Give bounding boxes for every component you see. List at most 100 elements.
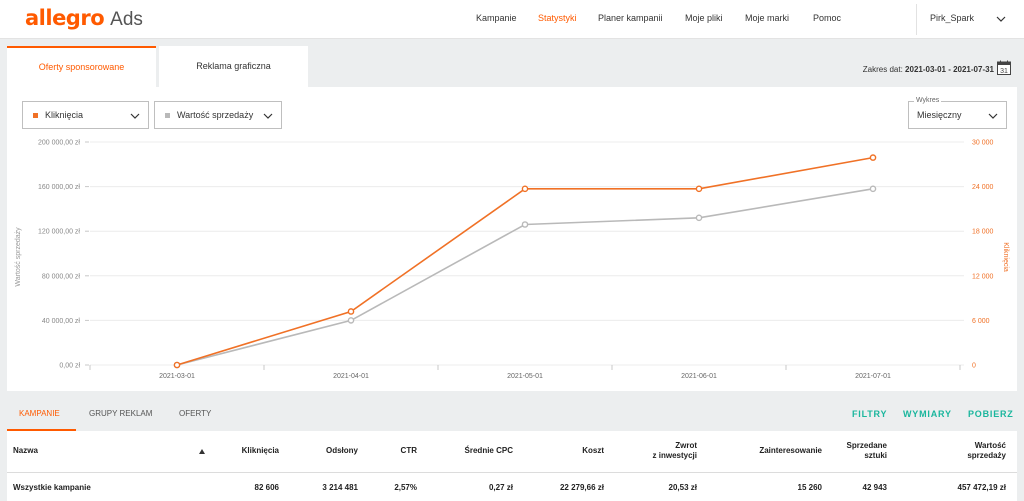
data-point-wartosc-sprzedazy xyxy=(869,185,877,193)
cell-odslony: 3 214 481 xyxy=(322,483,358,492)
col-header-koszt[interactable]: Koszt xyxy=(582,446,604,455)
y-right-tick-label: 12 000 xyxy=(972,273,994,280)
cell-klikniecia: 82 606 xyxy=(254,483,279,492)
y-right-tick-label: 30 000 xyxy=(972,140,994,147)
data-point-klikniecia xyxy=(347,308,355,315)
col-header-zwrot-line1: Zwrot xyxy=(675,441,697,450)
main-nav: Kampanie Statystyki Planer kampanii Moje… xyxy=(0,13,1024,27)
nav-divider xyxy=(916,4,917,35)
orange-series-swatch xyxy=(33,113,38,118)
filters-button[interactable]: FILTRY xyxy=(852,409,888,419)
y-left-tick-label: 200 000,00 zł xyxy=(38,140,80,147)
logo-brand: allegro xyxy=(25,6,105,30)
table-header-divider xyxy=(7,472,1017,473)
y-right-tick-label: 6 000 xyxy=(972,318,990,325)
nav-item-moje-marki[interactable]: Moje marki xyxy=(745,13,790,23)
col-header-nazwa[interactable]: Nazwa xyxy=(13,446,38,455)
cell-sprzedane-sztuki: 42 943 xyxy=(862,483,887,492)
logo-product: Ads xyxy=(110,9,143,30)
tab-reklama-graficzna[interactable]: Reklama graficzna xyxy=(159,46,308,87)
x-tick-label: 2021-04-01 xyxy=(333,373,369,380)
top-navigation-bar: allegro Ads Kampanie Statystyki Planer k… xyxy=(0,0,1024,39)
tab-grupy-reklam[interactable]: GRUPY REKLAM xyxy=(89,409,153,418)
col-header-wartosc-line2: sprzedaży xyxy=(967,451,1006,460)
user-menu[interactable]: Pirk_Spark xyxy=(930,13,975,23)
cell-ctr: 2,57% xyxy=(394,483,417,492)
y-right-tick-label: 18 000 xyxy=(972,229,994,236)
y-left-tick-label: 40 000,00 zł xyxy=(42,318,81,325)
y-right-tick-label: 0 xyxy=(972,363,976,370)
col-header-zwrot-line2: z inwestycji xyxy=(652,451,697,460)
col-header-srednie-cpc[interactable]: Średnie CPC xyxy=(464,446,513,455)
col-header-zwrot[interactable]: Zwrot z inwestycji xyxy=(622,441,697,461)
cell-wartosc-sprzedazy: 457 472,19 zł xyxy=(957,483,1006,492)
nav-item-moje-pliki[interactable]: Moje pliki xyxy=(685,13,723,23)
cell-srednie-cpc: 0,27 zł xyxy=(488,483,513,492)
x-tick-label: 2021-06-01 xyxy=(681,373,717,380)
y-left-tick-label: 160 000,00 zł xyxy=(38,184,80,191)
sort-asc-icon[interactable] xyxy=(199,449,205,454)
left-metric-select[interactable]: Kliknięcia xyxy=(22,101,149,129)
date-range-label: Zakres dat: xyxy=(862,65,903,74)
chart-panel: Kliknięcia Wartość sprzedaży Miesięczny … xyxy=(7,87,1017,391)
col-header-sprzedane-line1: Sprzedane xyxy=(846,441,887,450)
chart-grouping-select[interactable]: Miesięczny xyxy=(908,101,1007,129)
chevron-down-icon xyxy=(130,113,140,119)
cell-zainteresowanie: 15 260 xyxy=(797,483,822,492)
gray-series-swatch xyxy=(165,113,170,118)
right-metric-select[interactable]: Wartość sprzedaży xyxy=(154,101,282,129)
nav-item-kampanie[interactable]: Kampanie xyxy=(476,13,517,23)
y-axis-left-title: Wartość sprzedaży xyxy=(15,227,22,287)
y-left-tick-label: 0,00 zł xyxy=(59,363,80,370)
series-line-wartosc-sprzedazy xyxy=(176,188,874,366)
active-tab-indicator xyxy=(7,429,76,431)
col-header-zainteresowanie[interactable]: Zainteresowanie xyxy=(759,446,822,455)
chevron-down-icon xyxy=(988,113,998,119)
campaigns-table xyxy=(7,431,1017,501)
x-tick-label: 2021-05-01 xyxy=(507,373,543,380)
y-axis-right-title: Kliknięcia xyxy=(1002,242,1009,272)
data-point-klikniecia xyxy=(173,361,181,369)
col-header-klikniecia[interactable]: Kliknięcia xyxy=(241,446,279,455)
y-right-tick-label: 24 000 xyxy=(972,184,994,191)
chart-grouping-label: Wykres xyxy=(914,97,942,104)
data-point-wartosc-sprzedazy xyxy=(521,221,529,228)
cell-koszt: 22 279,66 zł xyxy=(559,483,604,492)
col-header-odslony[interactable]: Odsłony xyxy=(325,446,358,455)
x-tick-label: 2021-07-01 xyxy=(855,373,891,380)
y-left-tick-label: 80 000,00 zł xyxy=(42,273,81,280)
left-metric-label: Kliknięcia xyxy=(45,110,84,120)
data-point-wartosc-sprzedazy xyxy=(695,214,703,222)
allegro-ads-logo[interactable]: allegro Ads xyxy=(25,6,143,32)
date-range[interactable]: Zakres dat: 2021-03-01 - 2021-07-31 xyxy=(863,65,994,74)
date-range-value: 2021-03-01 - 2021-07-31 xyxy=(905,65,994,74)
data-point-wartosc-sprzedazy xyxy=(347,317,355,324)
nav-item-pomoc[interactable]: Pomoc xyxy=(813,13,842,23)
tab-oferty-sponsorowane[interactable]: Oferty sponsorowane xyxy=(7,46,156,87)
chevron-down-icon[interactable] xyxy=(996,14,1006,24)
x-tick-label: 2021-03-01 xyxy=(159,373,195,380)
col-header-ctr[interactable]: CTR xyxy=(400,446,417,455)
chevron-down-icon xyxy=(263,113,273,119)
col-header-wartosc-sprzedazy[interactable]: Wartość sprzedaży xyxy=(925,441,1006,461)
nav-item-statystyki[interactable]: Statystyki xyxy=(538,13,577,23)
download-button[interactable]: POBIERZ xyxy=(968,409,1014,419)
calendar-icon[interactable]: 31 xyxy=(997,60,1011,75)
dimensions-button[interactable]: WYMIARY xyxy=(903,409,952,419)
cell-nazwa: Wszystkie kampanie xyxy=(13,483,91,492)
data-point-klikniecia xyxy=(521,185,529,193)
chart-grouping-value: Miesięczny xyxy=(917,110,962,120)
tab-oferty[interactable]: OFERTY xyxy=(179,409,212,418)
line-chart: 0,00 zł 40 000,00 zł 80 000,00 zł 120 000,0… xyxy=(15,140,1009,381)
col-header-sprzedane-sztuki[interactable]: Sprzedane sztuki xyxy=(832,441,887,461)
tab-kampanie[interactable]: KAMPANIE xyxy=(19,409,60,418)
col-header-wartosc-line1: Wartość xyxy=(974,441,1006,450)
data-point-klikniecia xyxy=(695,185,703,193)
y-left-tick-label: 120 000,00 zł xyxy=(38,229,80,236)
nav-item-planer-kampanii[interactable]: Planer kampanii xyxy=(598,13,663,23)
calendar-day: 31 xyxy=(1000,68,1008,75)
col-header-sprzedane-line2: sztuki xyxy=(864,451,887,460)
cell-zwrot: 20,53 zł xyxy=(668,483,697,492)
right-metric-label: Wartość sprzedaży xyxy=(177,110,254,120)
data-point-klikniecia xyxy=(869,154,877,161)
